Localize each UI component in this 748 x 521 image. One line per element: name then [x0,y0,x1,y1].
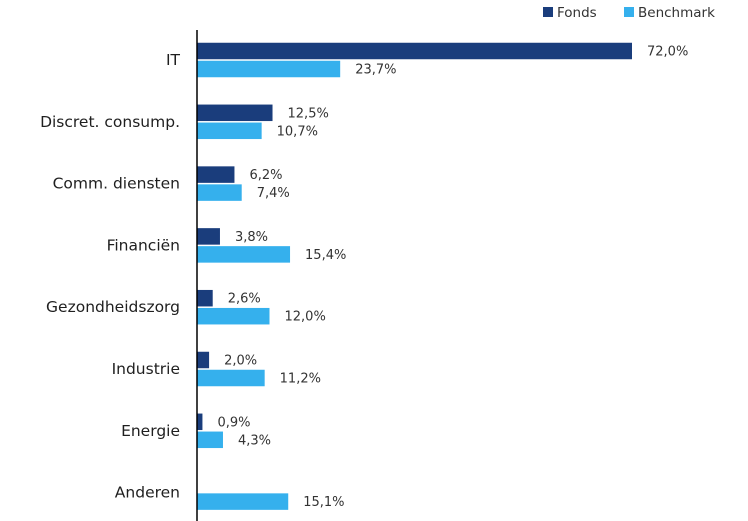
value-label-fonds-gezondheidszorg: 2,6% [228,292,261,307]
value-label-fonds-it: 72,0% [647,45,688,60]
bar-fonds-energie [197,413,203,431]
value-label-fonds-industrie: 2,0% [224,354,257,369]
legend-label-benchmark: Benchmark [638,5,715,21]
category-label-comm-diensten: Comm. diensten [53,175,180,193]
bar-benchmark-comm-diensten [197,184,242,201]
category-label-industrie: Industrie [112,360,180,378]
bar-fonds-gezondheidszorg [197,289,213,307]
category-label-discret-consump: Discret. consump. [40,113,180,131]
value-label-fonds-comm-diensten: 6,2% [249,168,282,183]
value-label-benchmark-industrie: 11,2% [280,372,321,387]
legend: Fonds Benchmark [543,5,715,21]
value-label-fonds-financien: 3,8% [235,230,268,245]
category-label-energie: Energie [121,422,180,440]
bar-fonds-comm-diensten [197,166,235,183]
bar-benchmark-financien [197,246,291,263]
legend-swatch-benchmark [624,7,634,17]
value-label-benchmark-energie: 4,3% [238,433,271,448]
legend-swatch-fonds [543,7,553,17]
bar-fonds-industrie [197,351,210,369]
bar-benchmark-energie [197,431,223,449]
bar-benchmark-discret-consump [197,122,262,140]
category-label-it: IT [166,51,181,69]
bar-fonds-it [197,42,632,60]
bar-benchmark-gezondheidszorg [197,307,270,325]
bar-benchmark-industrie [197,369,265,387]
value-label-benchmark-financien: 15,4% [305,248,346,263]
bar-benchmark-anderen [197,493,289,510]
value-label-fonds-energie: 0,9% [217,415,250,430]
bar-benchmark-it [197,60,341,78]
plot-area: IT 72,0% 23,7% Discret. consump. 12,5% 10,7% C… [40,42,688,510]
value-label-benchmark-anderen: 15,1% [303,495,344,510]
category-label-anderen: Anderen [115,484,180,502]
category-label-financien: Financiën [107,236,180,254]
value-label-benchmark-discret-consump: 10,7% [277,124,318,139]
legend-label-fonds: Fonds [557,5,597,21]
value-label-benchmark-gezondheidszorg: 12,0% [285,310,326,325]
value-label-fonds-discret-consump: 12,5% [288,106,329,121]
bar-fonds-financien [197,228,220,245]
category-label-gezondheidszorg: Gezondheidszorg [46,298,180,316]
bar-fonds-discret-consump [197,104,273,122]
value-label-benchmark-comm-diensten: 7,4% [257,186,290,201]
value-label-benchmark-it: 23,7% [355,63,396,78]
